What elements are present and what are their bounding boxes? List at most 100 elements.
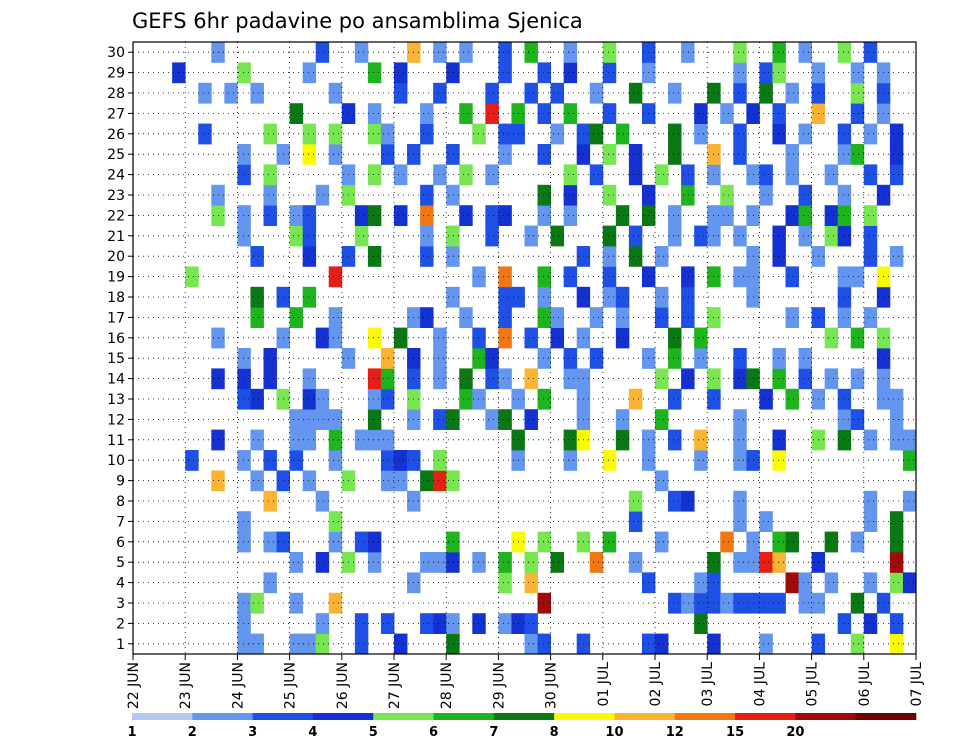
heatmap-cell — [589, 123, 604, 145]
y-tick-label: 22 — [107, 208, 125, 224]
heatmap-cell — [889, 409, 904, 430]
heatmap-cell — [433, 368, 447, 390]
heatmap-cell — [237, 633, 251, 655]
heatmap-cell — [837, 42, 852, 63]
heatmap-cell — [537, 633, 551, 655]
heatmap-cell — [772, 62, 786, 84]
heatmap-cell — [289, 552, 304, 573]
heatmap-cell — [655, 368, 669, 390]
heatmap-cell — [459, 164, 473, 186]
heatmap-cell — [198, 123, 212, 145]
heatmap-cell — [446, 225, 460, 247]
x-tick-label: 26 JUN — [335, 662, 351, 709]
heatmap-cell — [354, 531, 369, 553]
dotted-grid — [133, 42, 916, 654]
heatmap-cell — [694, 613, 708, 634]
heatmap-cell — [237, 511, 251, 532]
heatmap-cell — [681, 266, 695, 288]
heatmap-cell — [733, 225, 747, 247]
colorbar-swatch — [192, 713, 253, 720]
x-tick-label: 29 JUN — [491, 662, 507, 709]
heatmap-cell — [694, 572, 708, 594]
heatmap-cell — [380, 613, 395, 634]
colorbar-swatch — [252, 713, 314, 720]
heatmap-cell — [550, 82, 565, 104]
heatmap-cell — [498, 266, 512, 288]
heatmap-cell — [394, 450, 408, 471]
heatmap-cell — [759, 552, 773, 573]
colorbar-swatch — [493, 713, 555, 720]
heatmap-cell — [889, 388, 904, 410]
heatmap-cell — [367, 327, 382, 349]
heatmap-cell — [772, 552, 786, 573]
colorbar: 1 2 3 4 5 6 7 8 10 12 15 20 — [127, 713, 917, 740]
heatmap-cell — [237, 144, 251, 165]
heatmap-cell — [889, 164, 904, 186]
heatmap-cell — [472, 552, 486, 573]
heatmap-cell — [850, 144, 865, 165]
heatmap-cell — [250, 286, 264, 308]
heatmap-cell — [772, 368, 786, 390]
heatmap-cell — [681, 490, 695, 512]
heatmap-cell — [367, 103, 382, 124]
heatmap-cell — [668, 348, 682, 369]
heatmap-cell — [668, 429, 682, 451]
heatmap-cell — [498, 144, 512, 165]
heatmap-cell — [798, 205, 812, 226]
heatmap-cell — [315, 490, 330, 512]
heatmap-cell — [433, 470, 447, 492]
heatmap-cell — [733, 409, 747, 430]
heatmap-cell — [785, 572, 799, 594]
heatmap-cell — [681, 42, 695, 63]
heatmap-cell — [302, 144, 317, 165]
heatmap-cell — [733, 592, 747, 614]
heatmap-cell — [328, 511, 343, 532]
heatmap-cell — [354, 42, 369, 63]
heatmap-cell — [472, 613, 486, 634]
heatmap-cell — [733, 490, 747, 512]
heatmap-cell — [772, 531, 786, 553]
heatmap-cell — [863, 572, 878, 594]
heatmap-cell — [524, 613, 538, 634]
heatmap-cell — [354, 613, 369, 634]
heatmap-cell — [889, 144, 904, 165]
y-tick-label: 17 — [107, 310, 125, 326]
heatmap-cell — [446, 246, 460, 267]
y-tick-label: 26 — [107, 127, 125, 143]
heatmap-cell — [655, 286, 669, 308]
heatmap-cell — [863, 123, 878, 145]
heatmap-cell — [524, 225, 538, 247]
heatmap-cell — [537, 307, 551, 328]
heatmap-cell — [420, 552, 434, 573]
heatmap-cell — [837, 266, 852, 288]
heatmap-cell — [602, 144, 617, 165]
heatmap-cell — [837, 144, 852, 165]
heatmap-cell — [498, 327, 512, 349]
heatmap-cell — [889, 429, 904, 451]
heatmap-cell — [694, 348, 708, 369]
heatmap-cell — [550, 225, 565, 247]
heatmap-cell — [433, 348, 447, 369]
heatmap-cell — [328, 144, 343, 165]
heatmap-cell — [785, 164, 799, 186]
x-tick-label: 25 JUN — [283, 662, 299, 709]
heatmap-cell — [798, 123, 812, 145]
heatmap-cell — [602, 266, 617, 288]
heatmap-cell — [498, 409, 512, 430]
heatmap-cell — [380, 388, 395, 410]
heatmap-cell — [315, 327, 330, 349]
heatmap-cell — [315, 184, 330, 206]
heatmap-cell — [772, 450, 786, 471]
colorbar-swatch — [312, 713, 374, 720]
heatmap-cell — [720, 103, 734, 124]
heatmap-cell — [250, 470, 264, 492]
heatmap-cell — [524, 82, 538, 104]
heatmap-cell — [550, 123, 565, 145]
heatmap-cell — [380, 144, 395, 165]
heatmap-cell — [628, 490, 643, 512]
heatmap-cell — [367, 205, 382, 226]
heatmap-cell — [655, 164, 669, 186]
heatmap-cell — [785, 307, 799, 328]
heatmap-cell — [446, 531, 460, 553]
